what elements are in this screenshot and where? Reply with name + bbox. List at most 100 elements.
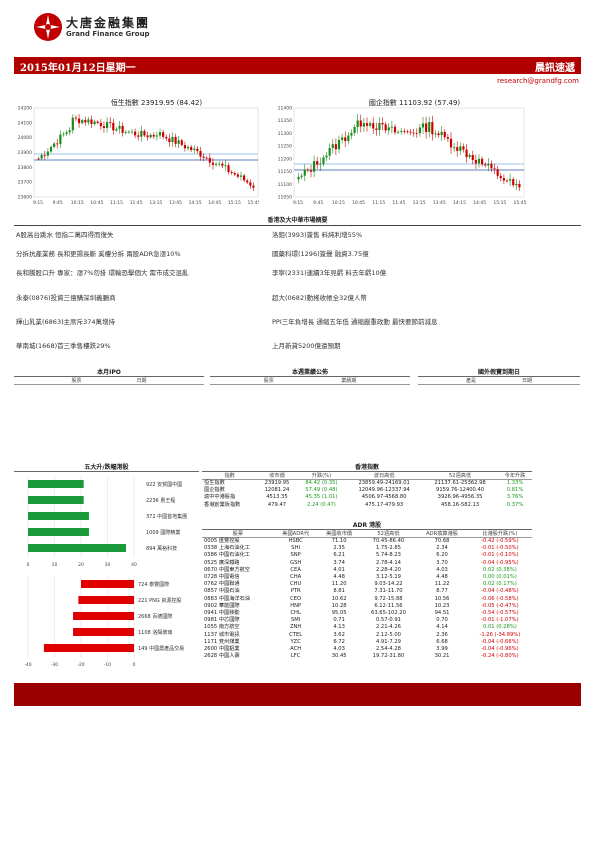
hsi-candle bbox=[202, 156, 205, 158]
hsi-candle bbox=[218, 163, 221, 165]
adr-cell: -0.01 (-0.10%) bbox=[481, 552, 519, 559]
hsi-candle bbox=[134, 131, 137, 136]
hsi-candle bbox=[149, 134, 152, 138]
adr-cell: 8.81 bbox=[333, 588, 345, 595]
adr-cell: -0.04 (-0.48%) bbox=[481, 588, 519, 595]
hscei-candle bbox=[453, 147, 456, 149]
hscei-candle bbox=[499, 175, 502, 179]
adr-row: 0005 匯豐控股 HSBC 71.10 70.45-86.40 70.68 -0.42 … bbox=[202, 538, 532, 546]
hsi-y-tick: 23900 bbox=[18, 150, 32, 156]
hk-index-cell: 475.17-479.93 bbox=[365, 501, 404, 508]
news-item: 華南城(1668)首三季售樓跌29% bbox=[16, 342, 111, 350]
hscei-candle bbox=[518, 183, 521, 188]
adr-row: 0728 中國電信 CHA 4.48 3.12-5.19 4.48 0.00 (0.01%… bbox=[202, 574, 532, 581]
movers-section: 五大升/跌幅港股 bbox=[14, 462, 199, 472]
gainers-bar-label: 2236 惠王程 bbox=[146, 497, 175, 504]
adr-cell: 3.74 bbox=[333, 559, 345, 566]
adr-cell: 4.14 bbox=[436, 624, 448, 631]
gainers-bar bbox=[28, 544, 127, 552]
hk-index-col-header: 波日高低 bbox=[346, 472, 423, 480]
hsi-candle bbox=[68, 130, 71, 133]
adr-cell: 10.28 bbox=[331, 602, 347, 609]
hsi-candle bbox=[190, 146, 193, 151]
news-item: 上月新貸5200億遠預期 bbox=[272, 342, 341, 350]
adr-cell: 10.23 bbox=[434, 602, 450, 609]
gainers-bar-label: 894 萬裕科技 bbox=[146, 545, 177, 552]
hscei-candle bbox=[313, 161, 316, 172]
adr-cell: -0.01 (-0.50%) bbox=[481, 545, 519, 552]
adr-divider bbox=[202, 529, 532, 530]
hsi-candle bbox=[211, 162, 215, 165]
hscei-candle bbox=[412, 132, 415, 134]
hk-index-cell: 9159.76-12400.40 bbox=[436, 487, 485, 494]
adr-cell: LFC bbox=[290, 653, 301, 660]
losers-bar bbox=[73, 612, 134, 620]
hk-index-cell: 國企指數 bbox=[204, 487, 225, 494]
hk-index-col-header: 升跌(%) bbox=[296, 472, 347, 480]
hscei-candle bbox=[431, 122, 434, 135]
adr-cell: HSBC bbox=[288, 538, 303, 544]
losers-bar bbox=[78, 596, 134, 604]
adr-cell: SMI bbox=[291, 617, 301, 624]
hscei-candle bbox=[484, 164, 487, 166]
contact-email[interactable]: research@grandfg.com bbox=[497, 77, 579, 85]
hscei-x-tick: 15:15 bbox=[493, 200, 506, 206]
hscei-candle bbox=[418, 127, 421, 134]
results-divider bbox=[210, 376, 410, 377]
company-name-en: Grand Finance Group bbox=[66, 30, 150, 38]
hsi-candle bbox=[105, 122, 109, 128]
adr-cell: 1171 兗州煤業 bbox=[204, 638, 240, 645]
hscei-candle bbox=[347, 135, 350, 142]
hsi-x-tick: 9:45 bbox=[53, 200, 63, 206]
hsi-x-tick: 14:15 bbox=[189, 200, 202, 206]
news-left-column: A股高台跳水 恒指二萬四得而復失 分拆抗產業務 長和更揚長斷 奚樓分拆 兩股AD… bbox=[16, 229, 276, 358]
hscei-candle bbox=[397, 131, 400, 133]
adr-cell: 30.21 bbox=[434, 653, 450, 660]
adr-row: 1171 兗州煤業 YZC 6.72 4.91-7.29 6.68 -0.04 (-0.6… bbox=[202, 639, 532, 646]
adr-cell: -0.24 (-0.80%) bbox=[481, 653, 519, 660]
adr-cell: -0.05 (-0.47%) bbox=[481, 602, 519, 609]
hsi-y-tick: 24200 bbox=[18, 106, 32, 112]
hk-index-row: 國企指數 12081.24 57.49 (0.48) 12049.96-12337.9… bbox=[202, 487, 532, 494]
adr-row: 0981 中芯國際 SMI 0.71 0.57-0.91 0.70 -0.01 (-1.0… bbox=[202, 617, 532, 624]
hscei-candle bbox=[353, 127, 356, 133]
adr-cell: 70.68 bbox=[434, 538, 450, 544]
adr-cell: 0857 中國石油 bbox=[204, 588, 240, 595]
hsi-candle bbox=[93, 121, 96, 125]
adr-cell: 0.70 bbox=[436, 617, 448, 624]
adr-cell: 2.34 bbox=[436, 545, 448, 552]
hk-index-cell: 0.37% bbox=[506, 501, 524, 508]
adr-cell: 2628 中國人壽 bbox=[204, 653, 240, 660]
adr-cell: CHU bbox=[289, 581, 302, 588]
hsi-candle bbox=[127, 131, 130, 133]
hscei-candle bbox=[350, 132, 353, 136]
losers-bar-label: 149 中國農產品交易 bbox=[138, 645, 184, 652]
hscei-candle bbox=[459, 146, 462, 151]
hk-index-cell: 恒生指數 bbox=[204, 480, 225, 486]
adr-cell: CHL bbox=[290, 610, 301, 617]
adr-cell: 4.03 bbox=[333, 646, 345, 653]
hsi-candle bbox=[59, 134, 62, 144]
adr-cell: 6.68 bbox=[436, 638, 448, 645]
gainers-x-tick: 40 bbox=[131, 562, 137, 568]
hscei-candle bbox=[400, 130, 403, 132]
hsi-candle bbox=[65, 132, 68, 134]
adr-cell: 3.70 bbox=[436, 559, 448, 566]
losers-x-tick: -20 bbox=[77, 662, 84, 668]
adr-cell: ACH bbox=[290, 646, 302, 653]
hsi-x-tick: 9:15 bbox=[33, 200, 43, 206]
hsi-chart-title: 恒生指數 23919.95 (84.42) bbox=[110, 99, 203, 107]
movers-divider bbox=[14, 471, 199, 472]
losers-bar-label: 2668 百德國際 bbox=[138, 613, 172, 620]
hscei-candle bbox=[322, 157, 325, 164]
hsi-candle bbox=[236, 174, 239, 177]
hscei-candle bbox=[316, 161, 319, 165]
hk-index-cell: 香港創業板指數 bbox=[204, 501, 241, 508]
adr-cell: 11.20 bbox=[331, 581, 347, 588]
hk-index-row: 恒生指數 23919.95 84.42 (0.35) 23859.49-24169.0… bbox=[202, 480, 532, 488]
hscei-candle bbox=[387, 127, 390, 131]
hk-index-cell: 84.42 (0.35) bbox=[305, 480, 338, 486]
hsi-candle bbox=[87, 119, 90, 123]
news-item: A股高台跳水 恒指二萬四得而復失 bbox=[16, 231, 114, 239]
hscei-x-tick: 14:15 bbox=[453, 200, 466, 206]
